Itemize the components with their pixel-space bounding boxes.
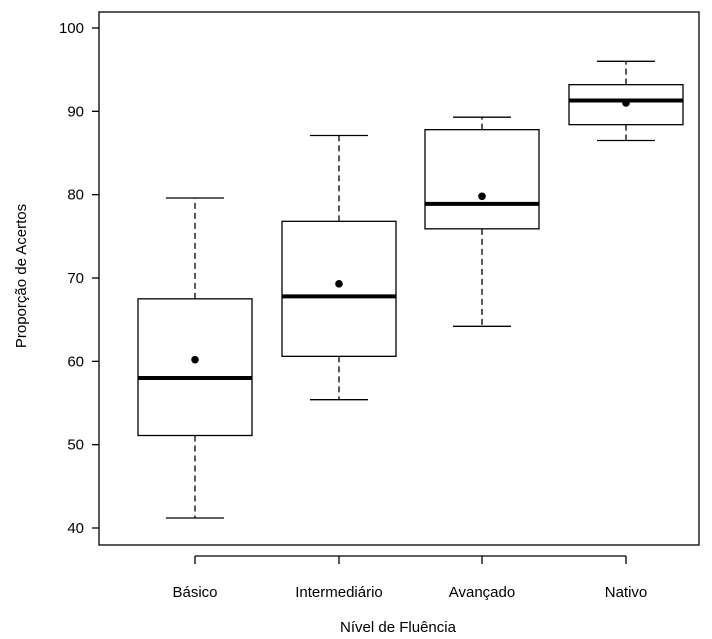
- x-axis: Básico Intermediário Avançado Nativo: [172, 555, 648, 601]
- iqr-box: [137, 298, 253, 437]
- box-1: [281, 134, 397, 401]
- y-tick-label: 60: [67, 353, 84, 370]
- box-3: [568, 60, 684, 142]
- y-tick-label: 80: [67, 187, 84, 204]
- y-tick-label: 90: [67, 103, 84, 120]
- y-tick-label: 100: [59, 20, 84, 37]
- box-0: [137, 197, 253, 519]
- y-axis-title: Proporção de Acertos: [13, 204, 30, 348]
- x-tick-label: Nativo: [605, 584, 648, 601]
- mean-point: [335, 280, 343, 288]
- y-tick-label: 70: [67, 270, 84, 287]
- iqr-box: [281, 220, 397, 357]
- mean-point: [191, 355, 199, 364]
- boxes-layer: [137, 60, 684, 519]
- box-2: [424, 116, 540, 327]
- x-tick-label: Avançado: [449, 584, 515, 601]
- mean-point: [478, 192, 486, 201]
- mean-point: [622, 99, 630, 107]
- iqr-box: [424, 129, 540, 230]
- x-tick-label: Básico: [172, 584, 217, 601]
- y-axis: 40 50 60 70 80 90 100: [59, 20, 99, 537]
- y-tick-label: 40: [67, 520, 84, 537]
- x-tick-label: Intermediário: [295, 584, 383, 601]
- y-tick-label: 50: [67, 437, 84, 454]
- x-axis-title: Nível de Fluência: [340, 619, 457, 636]
